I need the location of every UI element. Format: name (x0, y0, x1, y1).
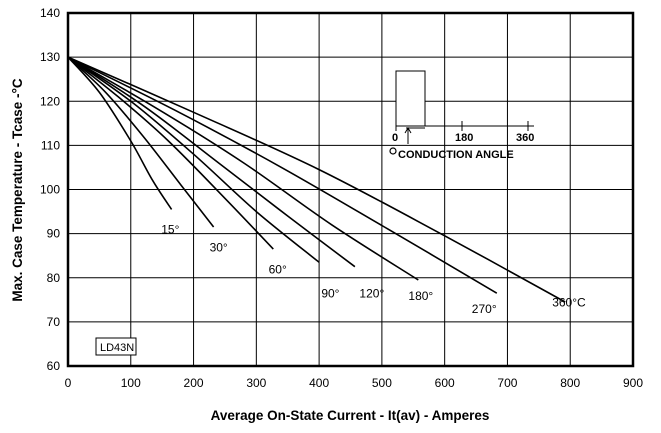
series-line (67, 56, 498, 294)
x-tick-labels: 0 100 200 300 400 500 600 700 800 900 (65, 376, 644, 390)
inset-label-360: 360 (516, 132, 534, 144)
y-tick-label: 60 (47, 359, 61, 373)
x-tick-label: 600 (435, 376, 455, 390)
x-axis-title: Average On-State Current - It(av) - Ampe… (211, 408, 490, 423)
y-tick-labels: 60 70 80 90 100 110 120 130 140 (40, 6, 60, 373)
y-tick-label: 80 (47, 271, 61, 285)
conduction-angle-inset: 0 180 360 CONDUCTION ANGLE (389, 70, 534, 161)
series-line (67, 56, 274, 250)
y-tick-label: 130 (40, 50, 60, 64)
y-tick-label: 120 (40, 94, 60, 108)
x-tick-label: 700 (497, 376, 517, 390)
series-label: 180° (408, 289, 433, 303)
inset-label-0: 0 (392, 132, 398, 144)
x-tick-label: 500 (372, 376, 392, 390)
series-label: 30° (210, 240, 228, 254)
series-line (67, 56, 566, 303)
x-tick-label: 900 (623, 376, 643, 390)
x-tick-label: 300 (246, 376, 266, 390)
model-annotation-box (95, 337, 137, 356)
y-axis-title: Max. Case Temperature - Tcase -°C (10, 78, 25, 301)
x-tick-label: 100 (121, 376, 141, 390)
inset-bullet (389, 147, 397, 155)
series-label: 270° (472, 302, 497, 316)
grid-lines (68, 13, 633, 366)
series-lines (67, 56, 566, 303)
x-tick-label: 800 (560, 376, 580, 390)
series-line (67, 56, 173, 210)
series-label: 60° (269, 262, 287, 276)
inset-caption: CONDUCTION ANGLE (398, 149, 514, 161)
series-label: 15° (161, 223, 179, 237)
series-line (67, 56, 215, 228)
plot-frame (66, 11, 635, 368)
series-label: 360°C (552, 295, 586, 309)
y-tick-label: 110 (41, 138, 60, 152)
x-tick-label: 0 (65, 376, 72, 390)
y-tick-label: 70 (47, 315, 61, 329)
series-labels: 15° 30° 60° 90° 120° 180° 270° 360°C (161, 223, 586, 316)
y-tick-label: 90 (47, 227, 61, 241)
inset-pointer-arrowhead (404, 127, 412, 134)
series-line (67, 56, 419, 281)
y-tick-label: 140 (40, 6, 60, 20)
series-line (67, 56, 356, 268)
series-line (67, 56, 320, 263)
y-tick-label: 100 (40, 183, 60, 197)
inset-pulse-box (395, 70, 426, 127)
model-annotation: LD43N (95, 337, 137, 356)
x-tick-label: 200 (184, 376, 204, 390)
model-annotation-text: LD43N (100, 342, 134, 354)
x-tick-label: 400 (309, 376, 329, 390)
series-label: 90° (321, 287, 339, 301)
inset-label-180: 180 (455, 132, 473, 144)
series-label: 120° (359, 287, 384, 301)
